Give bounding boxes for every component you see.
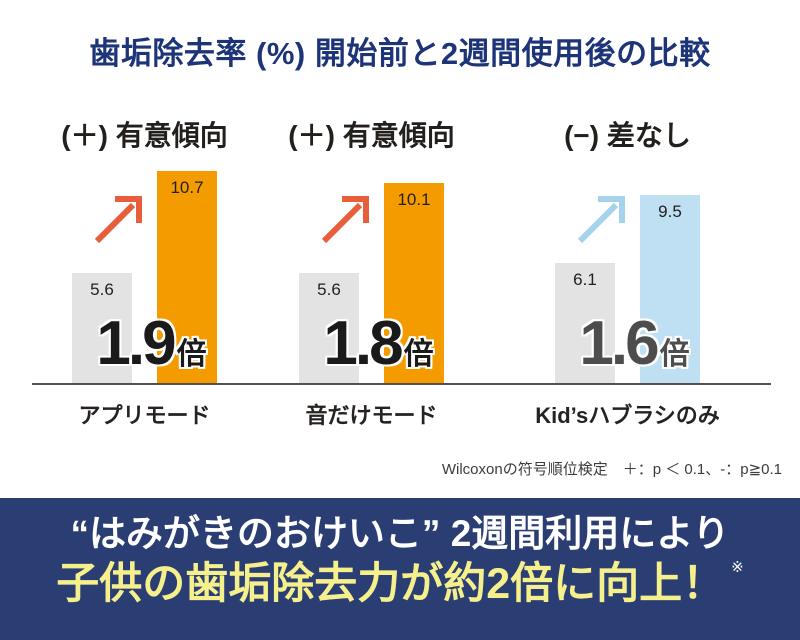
x-axis-line [32, 383, 771, 385]
significance-label: (−) 差なし [564, 120, 691, 151]
multiplier-unit: 倍 [403, 338, 434, 371]
before-bar: 5.6 [72, 273, 132, 385]
multiplier: 1.6 倍 [579, 313, 689, 375]
multiplier: 1.8 倍 [323, 313, 433, 375]
before-bar: 6.1 [555, 263, 615, 385]
bar-group: (＋) 有意傾向 5.6 10.7 1.9 倍 アプリモード [61, 100, 227, 428]
multiplier: 1.9 倍 [96, 313, 206, 375]
banner-headline: “はみがきのおけいこ” 2週間利用により [70, 513, 730, 554]
multiplier-value: 1.9 [96, 309, 176, 378]
after-bar: 10.1 [384, 183, 444, 385]
before-value: 6.1 [573, 270, 597, 289]
significance-label: (＋) 有意傾向 [61, 120, 228, 151]
bar-group: (−) 差なし 6.1 9.5 1.6 倍 Kid’sハブラシのみ [535, 100, 720, 428]
multiplier-unit: 倍 [659, 338, 690, 371]
banner-conclusion-text: 子供の歯垢除去力が約2倍に向上！ [56, 560, 726, 609]
after-bar: 10.7 [157, 171, 217, 385]
significance-label: (＋) 有意傾向 [288, 120, 455, 151]
page-title: 歯垢除去率 (%) 開始前と2週間使用後の比較 [89, 36, 711, 71]
after-value: 10.7 [170, 178, 204, 197]
trend-up-arrow-icon [94, 196, 142, 244]
bar-group: (＋) 有意傾向 5.6 10.1 1.8 倍 音だけモード [288, 100, 454, 428]
multiplier-value: 1.8 [323, 309, 403, 378]
category-label: アプリモード [78, 403, 211, 428]
trend-up-arrow-icon [321, 196, 369, 244]
category-label: 音だけモード [305, 403, 438, 428]
after-value: 10.1 [397, 190, 431, 209]
multiplier-unit: 倍 [176, 338, 207, 371]
statistics-footnote: Wilcoxonの符号順位検定 ＋：p ＜ 0.1、-：p≧0.1 [441, 461, 782, 478]
conclusion-banner: “はみがきのおけいこ” 2週間利用により 子供の歯垢除去力が約2倍に向上！ ※ [0, 498, 800, 640]
before-value: 5.6 [90, 280, 114, 299]
multiplier-value: 1.6 [579, 309, 659, 378]
before-bar: 5.6 [299, 273, 359, 385]
banner-conclusion: 子供の歯垢除去力が約2倍に向上！ ※ [56, 559, 744, 611]
after-bar: 9.5 [640, 195, 700, 385]
trend-up-arrow-icon [577, 196, 625, 244]
reference-mark: ※ [731, 559, 744, 577]
after-value: 9.5 [658, 202, 682, 221]
before-value: 5.6 [317, 280, 341, 299]
category-label: Kid’sハブラシのみ [535, 403, 720, 428]
